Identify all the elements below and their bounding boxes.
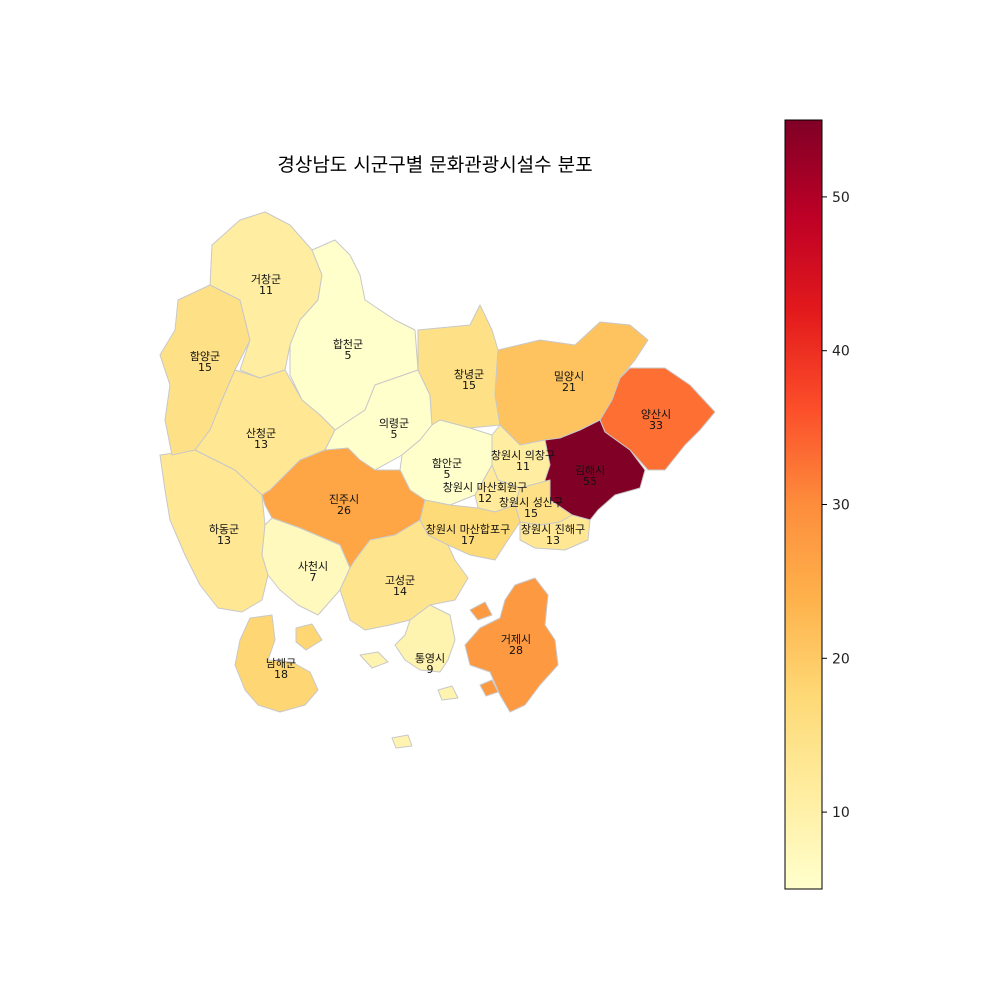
region-label-uichang: 창원시 의창구 <box>491 449 555 462</box>
region-value-haman: 5 <box>444 468 451 481</box>
region-value-geochang: 11 <box>259 284 273 297</box>
region-label-seongsan: 창원시 성산구 <box>499 496 563 509</box>
region-value-sancheong: 13 <box>254 438 268 451</box>
region-label-uiryeong: 의령군 <box>379 417 409 430</box>
region-value-jinhae: 13 <box>546 534 560 547</box>
colorbar-ticks: 10 20 30 40 50 <box>822 190 850 821</box>
region-label-hapcheon: 합천군 <box>333 337 363 351</box>
colorbar-gradient <box>784 119 823 890</box>
choropleth-map: 거창군11함양군15합천군5창녕군15밀양시21양산시33산청군13의령군5함안… <box>159 211 716 749</box>
island-geoje-2 <box>479 679 499 697</box>
colorbar-tick-label: 50 <box>832 190 850 206</box>
region-value-hapo: 17 <box>461 534 475 547</box>
region-label-gimhae: 김해시 <box>575 463 605 477</box>
map-title: 경상남도 시군구별 문화관광시설수 분포 <box>277 154 593 176</box>
region-value-tongyeong: 9 <box>427 663 434 676</box>
region-value-namhae: 18 <box>274 668 288 681</box>
region-value-hoewon: 12 <box>478 492 492 505</box>
region-value-geoje: 28 <box>509 644 523 657</box>
region-value-yangsan: 33 <box>649 419 663 432</box>
region-label-jinju: 진주시 <box>329 493 359 506</box>
region-value-jinju: 26 <box>337 504 351 517</box>
region-value-gimhae: 55 <box>583 475 597 488</box>
region-value-miryang: 21 <box>562 381 576 394</box>
region-value-goseong: 14 <box>393 585 407 598</box>
region-label-hamyang: 함양군 <box>190 350 220 363</box>
region-label-jinhae: 창원시 진해구 <box>521 522 585 536</box>
region-label-sancheong: 산청군 <box>246 427 276 440</box>
region-value-hapcheon: 5 <box>345 349 352 362</box>
island-tongyeong-1 <box>359 651 389 669</box>
colorbar-tick-label: 20 <box>832 651 850 667</box>
region-value-uiryeong: 5 <box>391 428 398 441</box>
island-namhae-1 <box>295 623 323 651</box>
region-jinhae[interactable] <box>519 514 591 551</box>
region-label-miryang: 밀양시 <box>554 370 584 383</box>
colorbar-tick-label: 30 <box>832 498 850 514</box>
island-geoje-1 <box>469 601 493 621</box>
region-label-namhae: 남해군 <box>266 656 296 670</box>
colorbar-tick-label: 40 <box>832 344 850 360</box>
colorbar-tick-label: 10 <box>832 805 850 821</box>
region-label-haman: 함안군 <box>432 457 462 470</box>
region-namhae[interactable] <box>234 614 319 713</box>
region-label-tongyeong: 통영시 <box>415 652 445 665</box>
region-value-changnyeong: 15 <box>462 379 476 392</box>
region-label-hadong: 하동군 <box>209 522 239 536</box>
region-value-seongsan: 15 <box>524 507 538 520</box>
region-label-geoje: 거제시 <box>501 633 531 646</box>
island-tongyeong-3 <box>391 734 413 749</box>
region-tongyeong[interactable] <box>394 604 456 673</box>
region-label-sacheon: 사천시 <box>298 559 328 573</box>
region-label-hapo: 창원시 마산합포구 <box>426 523 510 536</box>
region-label-changnyeong: 창녕군 <box>454 368 484 381</box>
region-label-yangsan: 양산시 <box>641 408 671 421</box>
region-value-hamyang: 15 <box>198 361 212 374</box>
region-label-geochang: 거창군 <box>251 273 281 286</box>
region-value-hadong: 13 <box>217 534 231 547</box>
region-goseong[interactable] <box>339 519 469 631</box>
region-value-uichang: 11 <box>516 460 530 473</box>
region-label-hoewon: 창원시 마산회원구 <box>443 481 527 494</box>
region-yangsan[interactable] <box>599 367 716 471</box>
region-geoje[interactable] <box>464 577 559 713</box>
island-tongyeong-2 <box>437 685 459 701</box>
region-label-goseong: 고성군 <box>385 574 415 587</box>
region-value-sacheon: 7 <box>310 571 317 584</box>
